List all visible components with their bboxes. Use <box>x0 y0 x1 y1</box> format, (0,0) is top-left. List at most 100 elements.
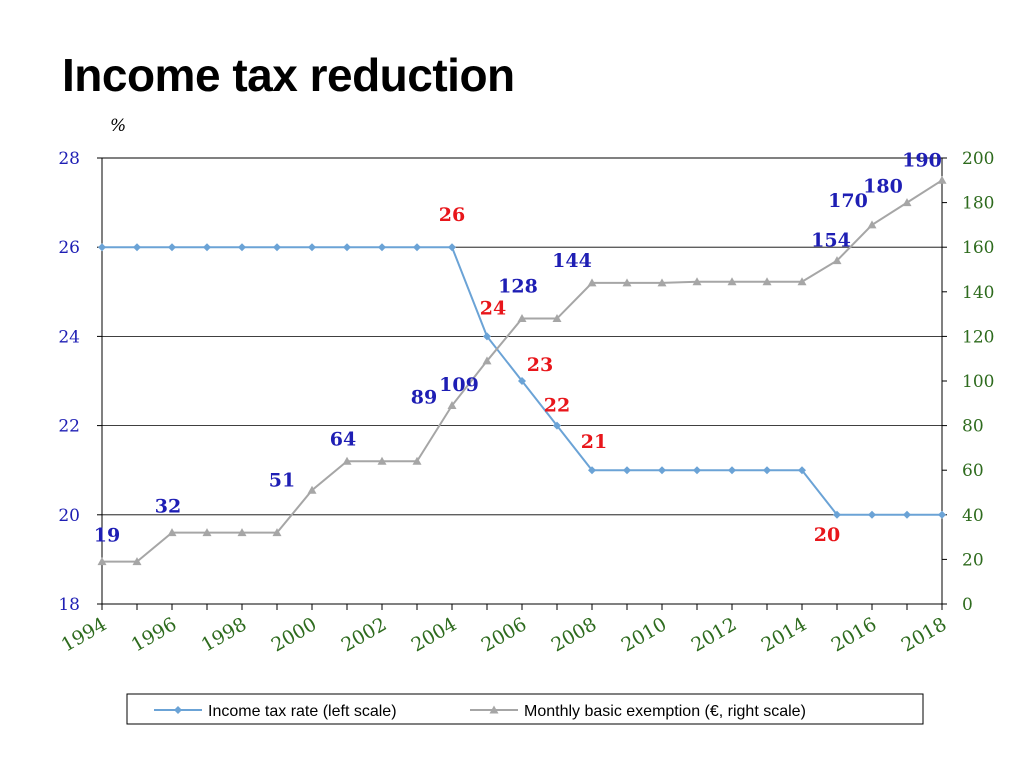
left-tick-label: 20 <box>58 506 80 526</box>
income-tax-rate-point <box>553 421 561 430</box>
x-tick-label: 2018 <box>898 613 951 656</box>
basic-exemption-label: 51 <box>269 469 295 491</box>
left-axis-label: % <box>110 116 126 136</box>
x-axis-ticks: 1994 1996 1998 2000 2002 2004 2006 2008 2010 2012… <box>58 604 951 657</box>
income-tax-rate-point <box>903 510 911 519</box>
right-tick-label: 80 <box>962 417 984 437</box>
x-tick-label: 2000 <box>268 613 321 656</box>
basic-exemption-point <box>517 314 527 323</box>
income-tax-rate-point <box>133 243 141 252</box>
x-tick-label: 2016 <box>828 613 881 656</box>
basic-exemption-point <box>832 256 842 265</box>
basic-exemption-point <box>867 220 877 229</box>
left-tick-label: 26 <box>58 238 80 258</box>
income-tax-rate-point <box>483 332 491 341</box>
left-tick-label: 28 <box>58 149 80 169</box>
income-tax-rate-point <box>693 466 701 475</box>
basic-exemption-point <box>237 528 247 537</box>
left-tick-label: 22 <box>58 417 80 437</box>
left-tick-label: 18 <box>58 595 80 615</box>
income-tax-rate-label: 20 <box>814 524 840 546</box>
income-tax-rate-point <box>798 466 806 475</box>
income-tax-rate-point <box>343 243 351 252</box>
income-tax-rate-label: 26 <box>439 204 465 226</box>
right-tick-label: 20 <box>962 550 984 570</box>
income-tax-rate-point <box>868 510 876 519</box>
right-tick-label: 0 <box>962 595 973 615</box>
right-tick-label: 100 <box>962 372 994 392</box>
legend-marker <box>174 706 182 714</box>
page-title: Income tax reduction <box>62 49 515 101</box>
income-tax-rate-label: 24 <box>480 297 506 319</box>
x-tick-label: 2012 <box>688 613 741 656</box>
basic-exemption-label: 109 <box>439 374 479 396</box>
basic-exemption-point <box>97 557 107 566</box>
income-tax-rate-point <box>308 243 316 252</box>
basic-exemption-point <box>202 528 212 537</box>
income-tax-rate-point <box>98 243 106 252</box>
income-tax-rate-label: 23 <box>527 354 553 376</box>
basic-exemption-point <box>622 278 632 287</box>
legend-items: Income tax rate (left scale) Monthly basi… <box>154 703 806 720</box>
right-tick-label: 60 <box>962 461 984 481</box>
right-tick-label: 120 <box>962 327 994 347</box>
x-tick-label: 2010 <box>618 613 671 656</box>
basic-exemption-point <box>132 557 142 566</box>
legend: Income tax rate (left scale) Monthly basi… <box>126 693 924 725</box>
basic-exemption-point <box>692 277 702 286</box>
x-tick-label: 1994 <box>58 613 111 656</box>
income-tax-rate-point <box>588 466 596 475</box>
basic-exemption-label: 154 <box>811 230 851 252</box>
x-tick-label: 1998 <box>198 613 251 656</box>
basic-exemption-point <box>762 277 772 286</box>
income-tax-rate-point <box>623 466 631 475</box>
right-axis-ticks: 0 20 40 60 80 100 120 140 160 180 200 <box>942 149 994 615</box>
basic-exemption-point <box>412 456 422 465</box>
basic-exemption-point <box>937 175 947 184</box>
basic-exemption-label: 190 <box>902 149 942 171</box>
series <box>97 175 947 566</box>
income-tax-rate-point <box>168 243 176 252</box>
right-tick-label: 160 <box>962 238 994 258</box>
basic-exemption-point <box>447 401 457 410</box>
income-tax-rate-point <box>518 377 526 385</box>
legend-label: Monthly basic exemption (€, right scale) <box>524 703 806 720</box>
basic-exemption-point <box>727 277 737 286</box>
basic-exemption-label: 89 <box>411 387 437 409</box>
basic-exemption-point <box>482 356 492 365</box>
income-tax-rate-label: 22 <box>544 395 570 417</box>
left-axis-ticks: 18 20 22 24 26 28 <box>58 149 102 615</box>
basic-exemption-point <box>797 277 807 286</box>
right-tick-label: 200 <box>962 149 994 169</box>
income-tax-rate-point <box>413 243 421 252</box>
basic-exemption-point <box>902 198 912 207</box>
right-tick-label: 40 <box>962 506 984 526</box>
basic-exemption-label: 32 <box>155 496 181 518</box>
basic-exemption-point <box>587 278 597 287</box>
basic-exemption-label: 144 <box>552 250 592 272</box>
x-tick-label: 2014 <box>758 613 811 656</box>
x-tick-label: 2004 <box>408 613 461 656</box>
basic-exemption-label: 128 <box>498 276 538 298</box>
basic-exemption-point <box>272 528 282 537</box>
income-tax-rate-label: 21 <box>581 431 607 453</box>
income-tax-rate-point <box>728 466 736 475</box>
right-tick-label: 140 <box>962 283 994 303</box>
right-tick-label: 180 <box>962 194 994 214</box>
income-tax-rate-point <box>203 243 211 252</box>
basic-exemption-point <box>342 456 352 465</box>
income-tax-rate-point <box>938 510 946 519</box>
basic-exemption-label: 180 <box>863 176 903 198</box>
basic-exemption-label: 19 <box>94 525 120 547</box>
left-tick-label: 24 <box>58 327 80 347</box>
income-tax-rate-point <box>238 243 246 252</box>
income-tax-rate-point <box>658 466 666 475</box>
basic-exemption-point <box>377 456 387 465</box>
income-tax-rate-point <box>273 243 281 252</box>
legend-marker <box>489 705 499 714</box>
basic-exemption-label: 170 <box>828 190 868 212</box>
income-tax-rate-point <box>448 243 456 252</box>
income-tax-rate-point <box>763 466 771 475</box>
basic-exemption-point <box>657 278 667 287</box>
